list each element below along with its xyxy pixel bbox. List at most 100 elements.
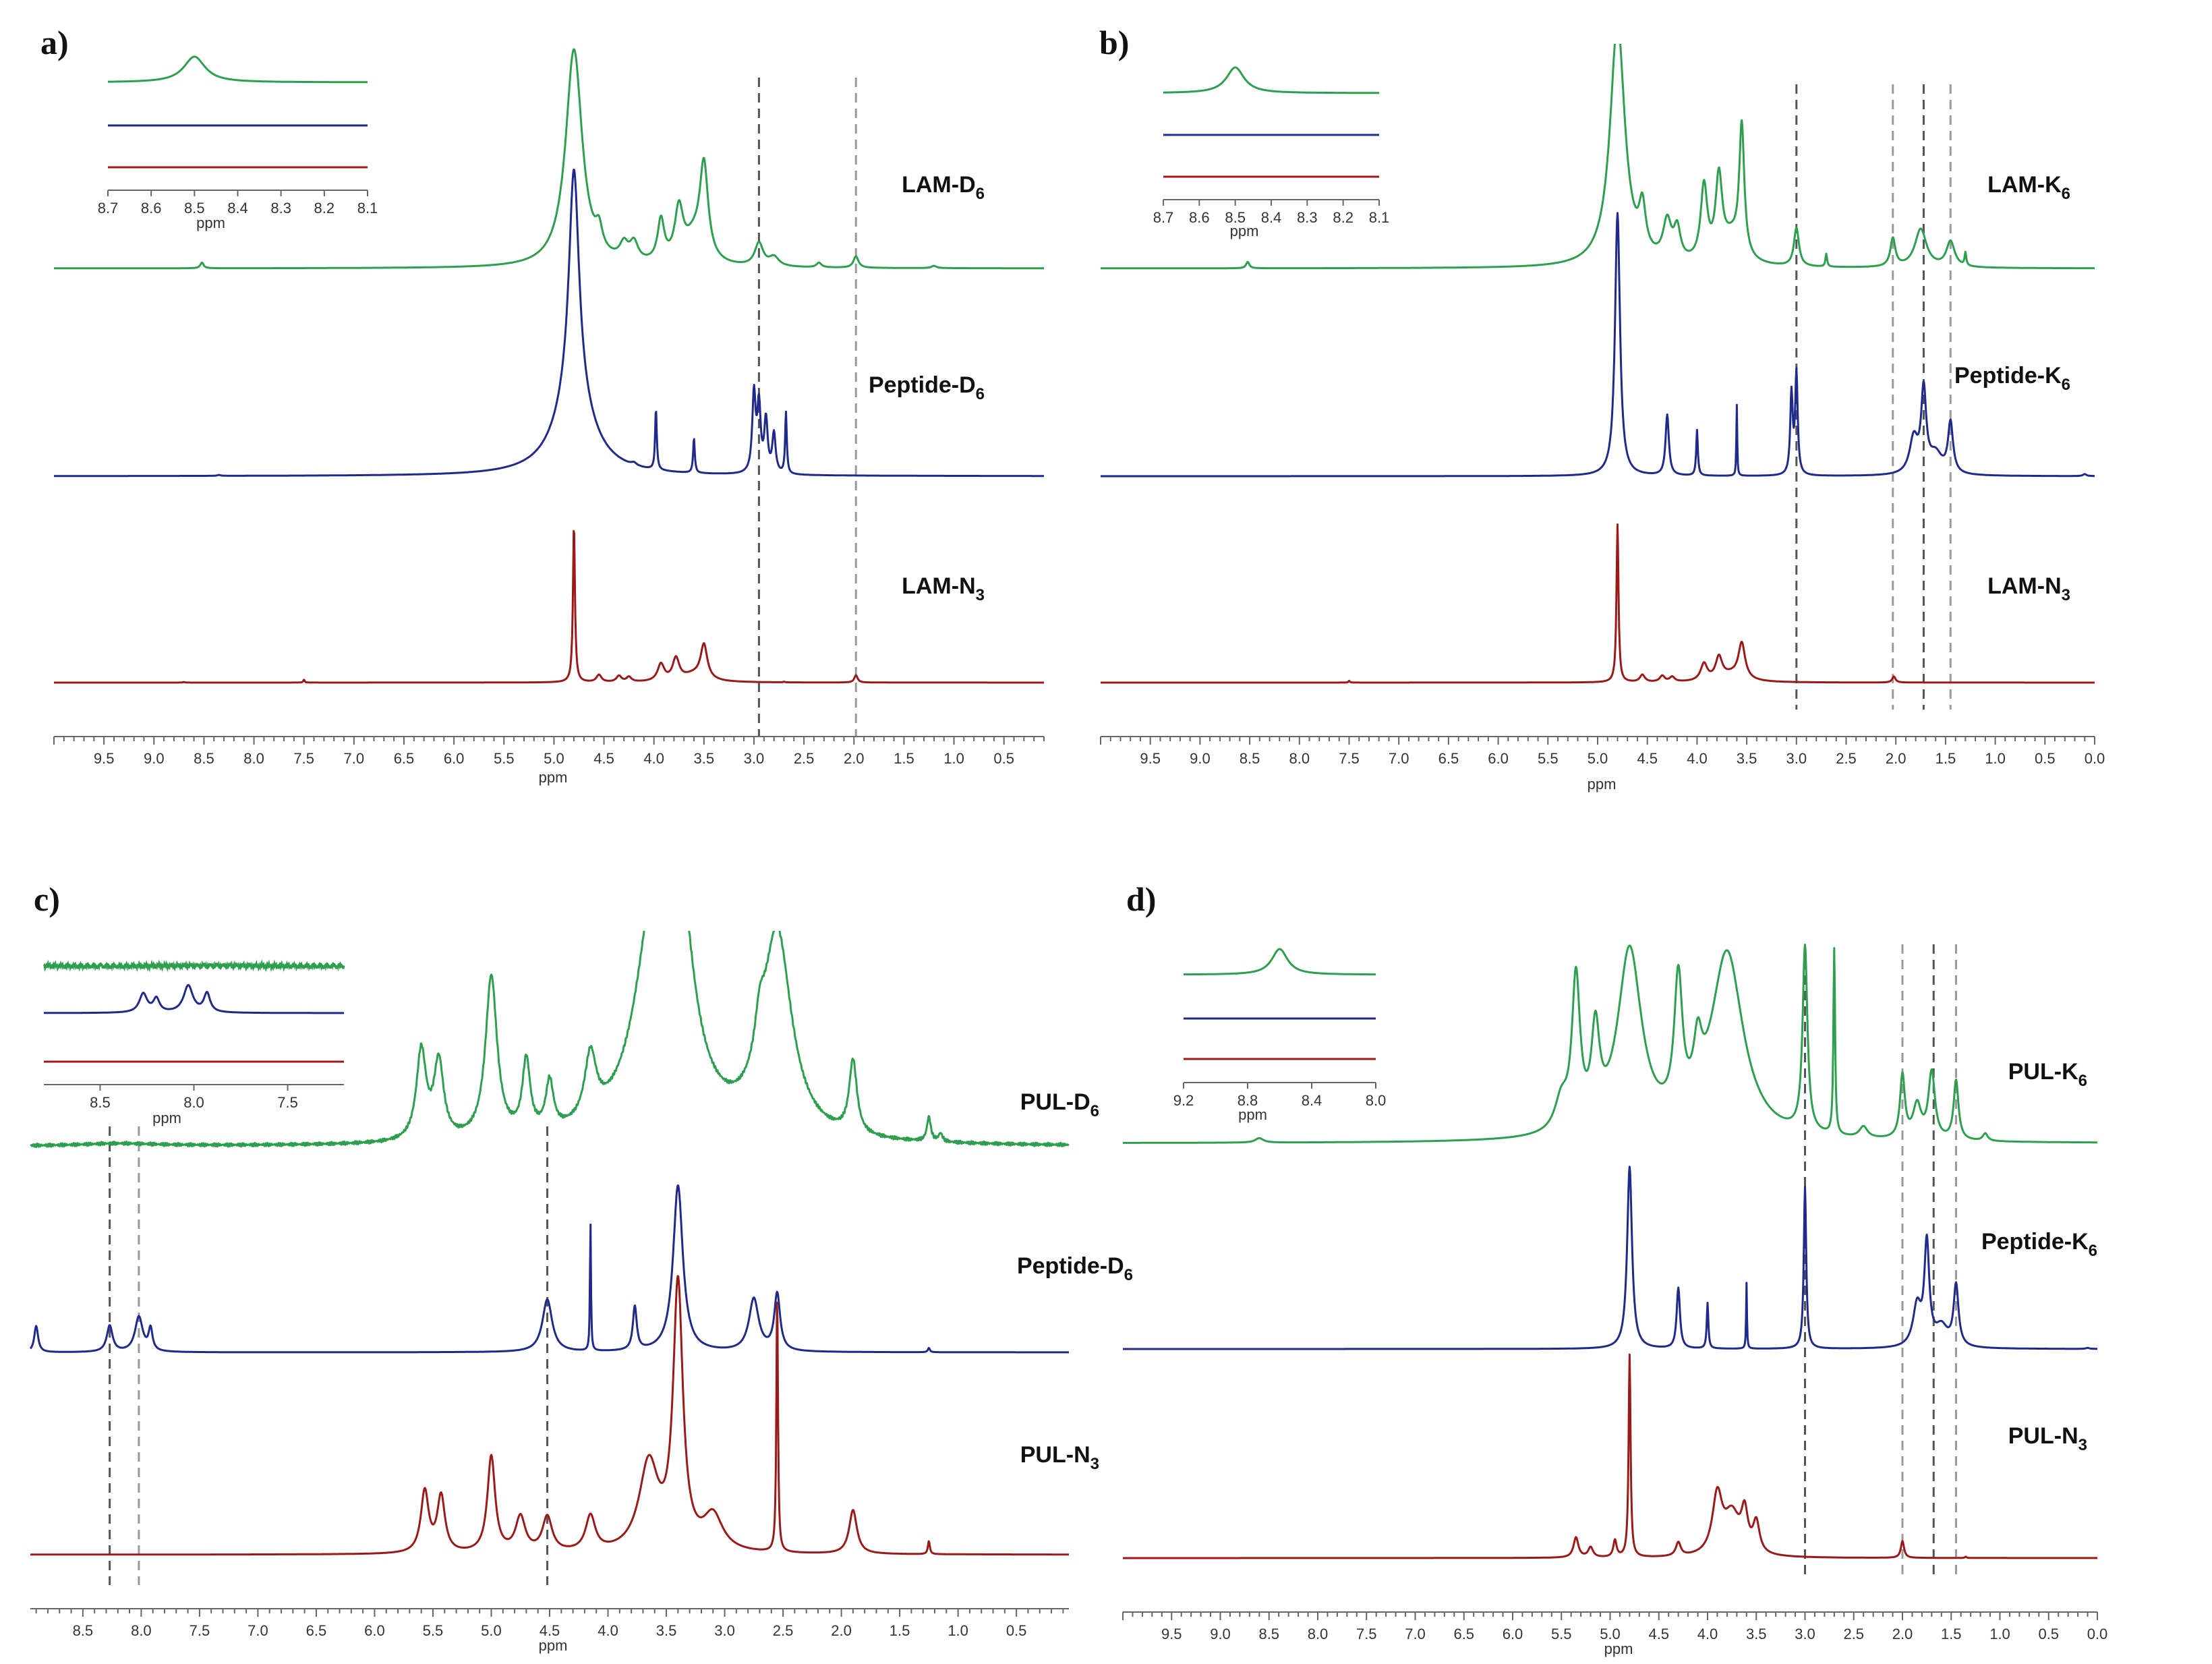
inset-tick-label: 8.6 bbox=[141, 200, 162, 217]
panel-label: a) bbox=[40, 24, 69, 61]
x-tick-label: 6.5 bbox=[394, 750, 415, 767]
x-tick-label: 1.5 bbox=[894, 750, 914, 767]
x-tick-label: 9.0 bbox=[144, 750, 165, 767]
x-tick-label: 1.5 bbox=[1941, 1626, 1962, 1642]
x-tick-label: 5.0 bbox=[1600, 1626, 1621, 1642]
x-tick-label: 2.0 bbox=[1892, 1626, 1913, 1642]
x-tick-label: 8.0 bbox=[1308, 1626, 1329, 1642]
x-tick-label: 8.5 bbox=[1258, 1626, 1279, 1642]
inset-tick-label: 8.1 bbox=[1369, 209, 1390, 226]
x-tick-label: 1.0 bbox=[948, 1622, 968, 1639]
dashed-guides bbox=[109, 1126, 549, 1585]
x-tick-label: 5.5 bbox=[423, 1622, 444, 1639]
series-label-subscript: 3 bbox=[976, 586, 985, 604]
x-tick-label: 1.5 bbox=[890, 1622, 910, 1639]
x-tick-label: 9.5 bbox=[1161, 1626, 1182, 1642]
dashed-guides bbox=[757, 78, 857, 737]
x-tick-label: 9.0 bbox=[1210, 1626, 1231, 1642]
series-label-subscript: 3 bbox=[2062, 586, 2070, 604]
panel-c: c) 8.5 8.0 7.5 7.0 6.5 6.0 5.5 5.0 4.5 4.0 3.5 3.0 2… bbox=[29, 880, 1133, 1654]
inset-tick-label: 8.4 bbox=[227, 200, 248, 217]
panel-a: a) 9.5 9.0 8.5 8.0 7.5 7.0 6.5 6.0 5.5 5.0 4.5 4.0 3… bbox=[40, 24, 1045, 786]
inset-tick-label: 8.5 bbox=[184, 200, 205, 217]
spectrum-line-pul-n3 bbox=[30, 1275, 1070, 1556]
x-tick-label: 3.0 bbox=[1786, 750, 1807, 767]
x-tick-label: 9.5 bbox=[94, 750, 115, 767]
x-tick-label: 3.0 bbox=[744, 750, 765, 767]
spectra bbox=[1122, 944, 2098, 1559]
x-tick-label: 5.0 bbox=[1588, 750, 1608, 767]
x-tick-label: 0.5 bbox=[1006, 1622, 1027, 1639]
inset-tick-label: 8.4 bbox=[1261, 209, 1282, 226]
x-tick-label: 8.0 bbox=[131, 1622, 152, 1639]
spectra bbox=[53, 48, 1045, 684]
inset-tick-label: 8.1 bbox=[357, 200, 378, 217]
x-axis: 9.5 9.0 8.5 8.0 7.5 7.0 6.5 6.0 5.5 5.0 4.5 4.0 3.5 3… bbox=[53, 736, 1045, 767]
x-tick-label: 7.0 bbox=[344, 750, 365, 767]
inset-tick-label: 8.7 bbox=[98, 200, 119, 217]
x-axis-title: ppm bbox=[539, 769, 568, 786]
series-labels: PUL-K6 Peptide-K6 PUL-N3 bbox=[1981, 1059, 2097, 1454]
spectrum-line-lam-d6 bbox=[53, 48, 1045, 270]
x-tick-label: 3.5 bbox=[656, 1622, 677, 1639]
x-tick-label: 2.5 bbox=[773, 1622, 794, 1639]
inset-tick-label: 8.2 bbox=[1333, 209, 1354, 226]
x-tick-label: 9.0 bbox=[1190, 750, 1211, 767]
x-tick-label: 0.5 bbox=[2038, 1626, 2059, 1642]
x-tick-label: 5.0 bbox=[544, 750, 564, 767]
x-tick-label: 6.5 bbox=[1438, 750, 1459, 767]
inset-spectrum-line bbox=[1184, 948, 1376, 976]
x-tick-label: 3.5 bbox=[694, 750, 715, 767]
x-tick-label: 1.0 bbox=[1985, 750, 2006, 767]
x-tick-label: 0.0 bbox=[2087, 1626, 2108, 1642]
series-label-subscript: 6 bbox=[2089, 1242, 2097, 1260]
x-tick-label: 4.5 bbox=[1648, 1626, 1669, 1642]
inset-tick-label: 8.3 bbox=[1297, 209, 1318, 226]
x-tick-label: 2.5 bbox=[1836, 750, 1857, 767]
x-tick-label: 3.0 bbox=[714, 1622, 735, 1639]
spectrum-line-peptide-d6 bbox=[53, 169, 1045, 478]
series-label: PUL-N3 bbox=[1020, 1442, 1099, 1473]
x-tick-label: 6.0 bbox=[364, 1622, 385, 1639]
x-tick-label: 3.5 bbox=[1737, 750, 1757, 767]
x-tick-label: 7.5 bbox=[190, 1622, 210, 1639]
series-label-subscript: 6 bbox=[2078, 1072, 2087, 1090]
x-tick-label: 4.0 bbox=[643, 750, 664, 767]
series-label: PUL-D6 bbox=[1020, 1089, 1099, 1120]
series-label-subscript: 6 bbox=[976, 385, 985, 403]
inset-tick-label: 8.4 bbox=[1302, 1092, 1322, 1109]
x-tick-label: 4.0 bbox=[598, 1622, 618, 1639]
series-label-subscript: 6 bbox=[1124, 1266, 1133, 1284]
inset-tick-label: 8.8 bbox=[1238, 1092, 1258, 1109]
x-tick-label: 7.5 bbox=[1356, 1626, 1377, 1642]
x-tick-label: 8.5 bbox=[194, 750, 214, 767]
dashed-guides bbox=[1804, 944, 1957, 1577]
x-tick-label: 4.0 bbox=[1687, 750, 1708, 767]
inset: 8.7 8.6 8.5 8.4 8.3 8.2 8.1 ppm bbox=[1153, 66, 1390, 239]
x-tick-label: 5.5 bbox=[1538, 750, 1559, 767]
series-labels: LAM-K6 Peptide-K6 LAM-N3 bbox=[1954, 172, 2070, 604]
series-label-subscript: 3 bbox=[1090, 1455, 1099, 1473]
x-axis-title: ppm bbox=[1604, 1640, 1633, 1657]
panel-b: b) 9.5 9.0 8.5 8.0 7.5 7.0 6.5 6.0 5.5 5.0 4.5 4.0 3… bbox=[1099, 24, 2105, 793]
inset-tick-label: 8.7 bbox=[1153, 209, 1174, 226]
x-tick-label: 5.5 bbox=[1551, 1626, 1572, 1642]
series-label: PUL-K6 bbox=[2008, 1059, 2087, 1090]
inset-tick-label: 8.0 bbox=[183, 1094, 204, 1111]
x-tick-label: 8.5 bbox=[73, 1622, 94, 1639]
x-tick-label: 2.5 bbox=[794, 750, 815, 767]
spectrum-line-peptide-k6 bbox=[1100, 212, 2095, 478]
spectra bbox=[1100, 44, 2095, 684]
x-tick-label: 5.0 bbox=[481, 1622, 502, 1639]
x-axis-title: ppm bbox=[539, 1637, 568, 1654]
x-axis: 9.5 9.0 8.5 8.0 7.5 7.0 6.5 6.0 5.5 5.0 4.5 4.0 3.5 3… bbox=[1100, 736, 2105, 767]
series-label-subscript: 6 bbox=[2062, 376, 2070, 394]
x-tick-label: 2.0 bbox=[1886, 750, 1907, 767]
series-label-subscript: 3 bbox=[2078, 1436, 2087, 1454]
inset-tick-label: 8.5 bbox=[1225, 209, 1246, 226]
spectrum-line-pul-n3 bbox=[1122, 1353, 2098, 1559]
series-label: LAM-D6 bbox=[902, 172, 985, 203]
x-tick-label: 4.0 bbox=[1697, 1626, 1718, 1642]
inset-tick-label: 9.2 bbox=[1173, 1092, 1194, 1109]
x-tick-label: 8.0 bbox=[1289, 750, 1310, 767]
